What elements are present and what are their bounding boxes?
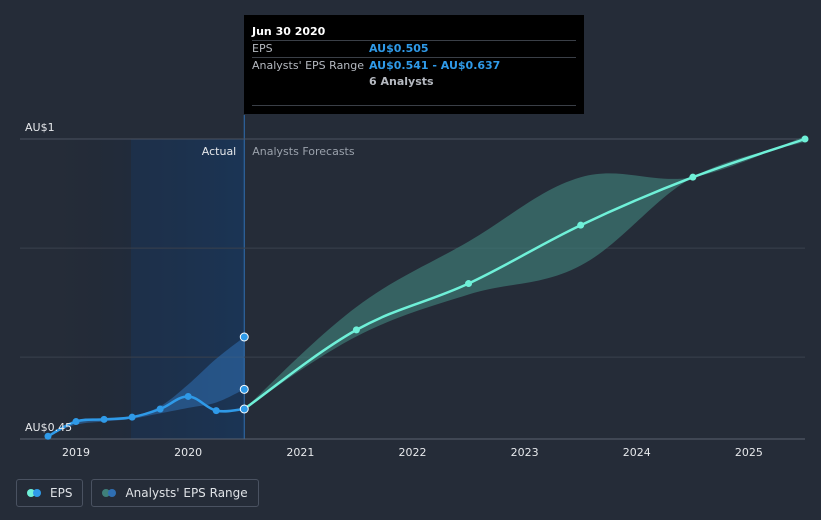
region-label-actual: Actual: [202, 145, 236, 158]
x-tick-label: 2021: [286, 446, 314, 459]
eps-swatch-icon: [27, 489, 42, 497]
tooltip-range-value: AU$0.541 - AU$0.637: [369, 59, 501, 72]
eps-point: [184, 392, 192, 400]
x-tick-label: 2025: [735, 446, 763, 459]
eps-point: [100, 415, 108, 423]
tooltip-analysts: 6 Analysts: [369, 75, 434, 88]
range-swatch-icon: [102, 489, 117, 497]
forecast-point: [689, 173, 697, 181]
legend-eps[interactable]: EPS: [16, 479, 84, 507]
range-high-point: [239, 332, 249, 342]
legend-range[interactable]: Analysts' EPS Range: [91, 479, 259, 507]
x-tick-label: 2020: [174, 446, 202, 459]
forecast-point: [577, 221, 585, 229]
tooltip-eps-label: EPS: [252, 42, 273, 55]
forecast-point: [801, 135, 809, 143]
legend-eps-label: EPS: [50, 486, 73, 500]
eps-forecast-line: [243, 137, 806, 411]
eps-point: [128, 413, 136, 421]
y-axis-top-label: AU$1: [25, 121, 55, 134]
eps-point: [72, 418, 80, 426]
range-low-point: [239, 384, 249, 394]
y-axis-bottom-label: AU$0.45: [25, 421, 72, 434]
x-tick-label: 2024: [623, 446, 651, 459]
tooltip: Jun 30 2020 EPS AU$0.505 Analysts' EPS R…: [244, 15, 584, 114]
eps-point: [156, 405, 164, 413]
eps-point: [212, 407, 220, 415]
eps-point: [239, 404, 249, 414]
eps-range-forecast-area: [244, 136, 806, 410]
region-label-forecast: Analysts Forecasts: [252, 145, 355, 158]
x-tick-label: 2022: [398, 446, 426, 459]
x-tick-label: 2019: [62, 446, 90, 459]
forecast-point: [465, 280, 473, 288]
legend-range-label: Analysts' EPS Range: [125, 486, 248, 500]
legend: EPS Analysts' EPS Range: [16, 479, 259, 507]
forecast-point: [352, 326, 360, 334]
x-tick-label: 2023: [511, 446, 539, 459]
tooltip-eps-value: AU$0.505: [369, 42, 429, 55]
tooltip-range-label: Analysts' EPS Range: [252, 59, 365, 72]
eps-point: [44, 432, 52, 440]
tooltip-date: Jun 30 2020: [252, 25, 326, 38]
